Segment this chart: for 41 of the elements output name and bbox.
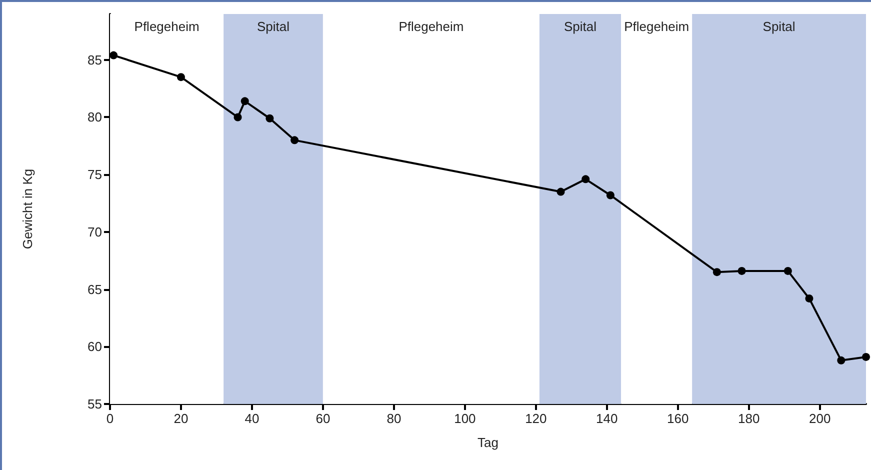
- point: [606, 191, 614, 200]
- x-tick-label: 80: [386, 411, 402, 426]
- x-tick-label: 140: [596, 411, 618, 426]
- point: [266, 114, 274, 122]
- band-label: Spital: [257, 19, 290, 34]
- y-tick-label: 70: [88, 224, 102, 240]
- point: [176, 73, 185, 82]
- x-tick-label: 200: [809, 411, 831, 426]
- point: [556, 188, 565, 196]
- x-tick-label: 100: [454, 411, 476, 426]
- point: [862, 352, 870, 361]
- band-label: Spital: [762, 19, 796, 34]
- point: [805, 294, 814, 302]
- x-tick-label: 180: [738, 411, 760, 426]
- point: [240, 97, 249, 106]
- band-label: Pflegeheim: [624, 19, 690, 34]
- band-label: Spital: [564, 19, 597, 34]
- x-tick-label: 40: [244, 411, 260, 426]
- point: [290, 136, 299, 144]
- band-label: Pflegeheim: [134, 19, 200, 34]
- point: [784, 266, 792, 275]
- x-tick-label: 60: [316, 411, 330, 426]
- band-label: Pflegeheim: [398, 19, 464, 34]
- point: [110, 51, 118, 60]
- point: [234, 113, 242, 122]
- y-tick-label: 60: [88, 339, 102, 354]
- y-tick-label: 55: [88, 396, 102, 412]
- point: [582, 175, 590, 184]
- x-tick-label: 0: [106, 411, 114, 426]
- y-tick-label: 80: [88, 110, 102, 125]
- y-tick-label: 85: [88, 52, 102, 68]
- point: [712, 268, 721, 276]
- x-tick-label: 120: [525, 411, 547, 426]
- y-tick-label: 75: [88, 167, 102, 182]
- x-tick-label: 160: [667, 411, 689, 426]
- y-axis-title: Gewicht in Kg: [20, 168, 35, 250]
- x-axis-title: Tag: [478, 435, 498, 450]
- point: [837, 356, 846, 364]
- point: [738, 266, 746, 275]
- x-tick-label: 20: [174, 411, 188, 426]
- y-tick-label: 65: [88, 282, 102, 297]
